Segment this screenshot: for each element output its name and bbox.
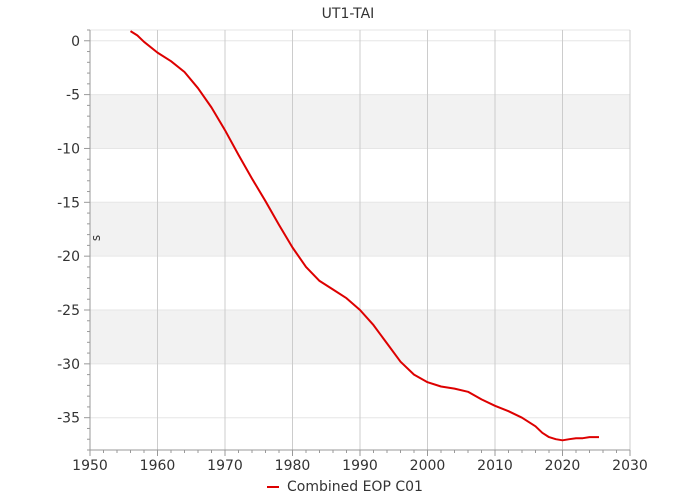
x-tick-label: 1960 [140, 458, 176, 474]
legend-label: Combined EOP C01 [287, 479, 423, 495]
x-tick-label: 2010 [477, 458, 513, 474]
x-tick-label: 1970 [207, 458, 243, 474]
y-tick-label: -30 [57, 357, 80, 373]
y-axis-label: s [89, 235, 103, 241]
legend[interactable]: Combined EOP C01 [267, 479, 423, 495]
y-tick-label: -35 [57, 411, 80, 427]
x-tick-label: 2000 [410, 458, 446, 474]
y-tick-label: -20 [57, 249, 80, 265]
series-layer [129, 30, 599, 442]
x-tick-label: 2020 [545, 458, 581, 474]
y-tick-label: 0 [71, 34, 80, 50]
x-tick-label: 2030 [612, 458, 648, 474]
chart-title: UT1-TAI [322, 6, 375, 22]
grid-lines [90, 29, 631, 450]
y-tick-label: -5 [66, 88, 80, 104]
x-tick-label: 1950 [72, 458, 108, 474]
axes: 0 -5 -10 -15 -20 -25 -30 -35 1950 1960 1970 1980 199… [57, 29, 648, 474]
x-tick-label: 1980 [275, 458, 311, 474]
y-tick-label: -10 [57, 141, 80, 157]
y-tick-label: -25 [57, 303, 80, 319]
x-tick-label: 1990 [342, 458, 378, 474]
y-tick-label: -15 [57, 195, 80, 211]
series-line [129, 30, 599, 442]
